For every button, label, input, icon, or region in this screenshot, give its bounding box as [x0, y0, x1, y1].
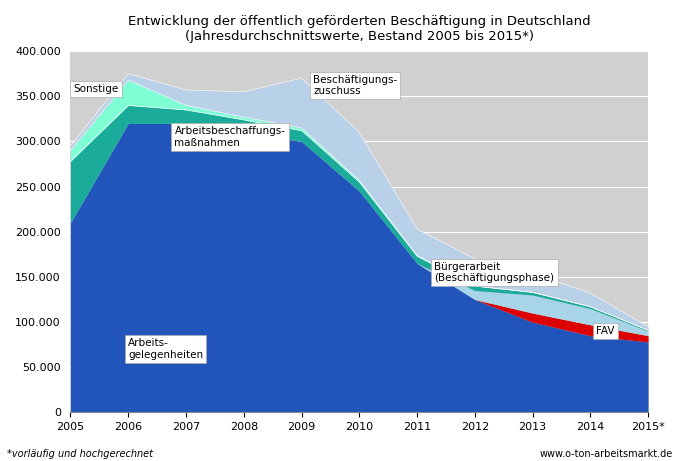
Text: Beschäftigungs-
zuschuss: Beschäftigungs- zuschuss — [313, 75, 397, 96]
Text: Bürgerarbeit
(Beschäftigungsphase): Bürgerarbeit (Beschäftigungsphase) — [435, 262, 554, 283]
Text: Arbeits-
gelegenheiten: Arbeits- gelegenheiten — [129, 338, 203, 360]
Text: Sonstige: Sonstige — [73, 84, 118, 94]
Text: www.o-ton-arbeitsmarkt.de: www.o-ton-arbeitsmarkt.de — [540, 449, 673, 459]
Text: Arbeitsbeschaffungs-
maßnahmen: Arbeitsbeschaffungs- maßnahmen — [175, 126, 286, 148]
Text: *vorläufig und hochgerechnet: *vorläufig und hochgerechnet — [7, 449, 153, 459]
Title: Entwicklung der öffentlich geförderten Beschäftigung in Deutschland
(Jahresdurch: Entwicklung der öffentlich geförderten B… — [128, 15, 591, 43]
Text: FAV: FAV — [596, 326, 615, 336]
